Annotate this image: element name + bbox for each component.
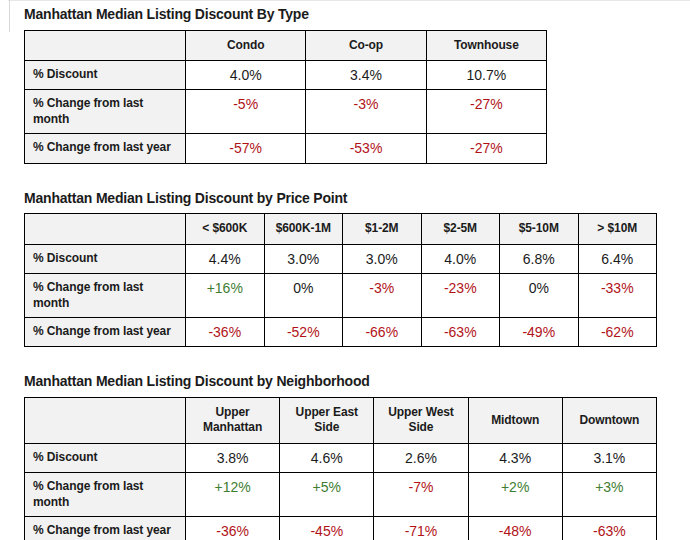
value-cell: -36% xyxy=(186,318,265,347)
value-cell: 3.0% xyxy=(264,244,343,273)
value-cell: 4.3% xyxy=(468,444,562,473)
corner-cell xyxy=(25,214,186,245)
column-header-600k-1m: $600K-1M xyxy=(264,214,343,245)
value-cell: 2.6% xyxy=(374,444,468,473)
row-label-change-year: % Change from last year xyxy=(25,517,186,540)
value-cell: -66% xyxy=(343,318,422,347)
table-by-type: Condo Co-op Townhouse % Discount 4.0% 3.… xyxy=(24,30,547,164)
value-cell: 6.8% xyxy=(500,244,579,273)
value-cell: 3.4% xyxy=(306,61,426,90)
row-label-change-month: % Change from last month xyxy=(25,473,186,517)
table-row-change-month: % Change from last month +16% 0% -3% -23… xyxy=(25,273,657,317)
header-row: < $600K $600K-1M $1-2M $2-5M $5-10M > $1… xyxy=(25,214,657,245)
row-label-discount: % Discount xyxy=(25,244,186,273)
value-cell: 10.7% xyxy=(426,61,546,90)
value-cell: -48% xyxy=(468,517,562,540)
value-cell: -62% xyxy=(578,318,657,347)
section-by-type: Manhattan Median Listing Discount By Typ… xyxy=(24,6,690,164)
report-page: Manhattan Median Listing Discount By Typ… xyxy=(0,0,690,540)
row-label-discount: % Discount xyxy=(25,61,186,90)
table-row-change-month: % Change from last month -5% -3% -27% xyxy=(25,90,547,134)
table-row-change-year: % Change from last year -57% -53% -27% xyxy=(25,134,547,163)
row-label-change-month: % Change from last month xyxy=(25,90,186,134)
value-cell: 4.0% xyxy=(421,244,500,273)
column-header-townhouse: Townhouse xyxy=(426,30,546,61)
column-header-2-5m: $2-5M xyxy=(421,214,500,245)
value-cell: 6.4% xyxy=(578,244,657,273)
value-cell: 3.0% xyxy=(343,244,422,273)
row-label-discount: % Discount xyxy=(25,444,186,473)
value-cell: -5% xyxy=(186,90,306,134)
column-header-condo: Condo xyxy=(186,30,306,61)
value-cell: +16% xyxy=(186,273,265,317)
value-cell: -7% xyxy=(374,473,468,517)
section-by-neighborhood: Manhattan Median Listing Discount by Nei… xyxy=(24,373,690,540)
table-row-discount: % Discount 4.0% 3.4% 10.7% xyxy=(25,61,547,90)
table-row-discount: % Discount 4.4% 3.0% 3.0% 4.0% 6.8% 6.4% xyxy=(25,244,657,273)
value-cell: -57% xyxy=(186,134,306,163)
row-label-change-month: % Change from last month xyxy=(25,273,186,317)
table-row-change-month: % Change from last month +12% +5% -7% +2… xyxy=(25,473,657,517)
value-cell: -49% xyxy=(500,318,579,347)
value-cell: 4.6% xyxy=(280,444,374,473)
value-cell: 3.8% xyxy=(186,444,280,473)
value-cell: +12% xyxy=(186,473,280,517)
table-row-change-year: % Change from last year -36% -52% -66% -… xyxy=(25,318,657,347)
column-header-midtown: Midtown xyxy=(468,397,562,443)
value-cell: -23% xyxy=(421,273,500,317)
column-header-1-2m: $1-2M xyxy=(343,214,422,245)
value-cell: 4.0% xyxy=(186,61,306,90)
value-cell: -71% xyxy=(374,517,468,540)
value-cell: -27% xyxy=(426,90,546,134)
value-cell: 3.1% xyxy=(562,444,656,473)
value-cell: -63% xyxy=(562,517,656,540)
row-label-change-year: % Change from last year xyxy=(25,318,186,347)
row-label-change-year: % Change from last year xyxy=(25,134,186,163)
value-cell: -36% xyxy=(186,517,280,540)
value-cell: -3% xyxy=(306,90,426,134)
column-header-coop: Co-op xyxy=(306,30,426,61)
column-header-5-10m: $5-10M xyxy=(500,214,579,245)
table-by-price-point: < $600K $600K-1M $1-2M $2-5M $5-10M > $1… xyxy=(24,213,657,347)
corner-cell xyxy=(25,30,186,61)
column-header-downtown: Downtown xyxy=(562,397,656,443)
column-header-under-600k: < $600K xyxy=(186,214,265,245)
table-row-change-year: % Change from last year -36% -45% -71% -… xyxy=(25,517,657,540)
table-title-by-price-point: Manhattan Median Listing Discount by Pri… xyxy=(24,190,690,208)
table-title-by-neighborhood: Manhattan Median Listing Discount by Nei… xyxy=(24,373,690,391)
value-cell: -33% xyxy=(578,273,657,317)
value-cell: 0% xyxy=(264,273,343,317)
value-cell: +5% xyxy=(280,473,374,517)
value-cell: -3% xyxy=(343,273,422,317)
value-cell: -45% xyxy=(280,517,374,540)
table-title-by-type: Manhattan Median Listing Discount By Typ… xyxy=(24,6,690,24)
section-by-price-point: Manhattan Median Listing Discount by Pri… xyxy=(24,190,690,348)
value-cell: -63% xyxy=(421,318,500,347)
value-cell: +3% xyxy=(562,473,656,517)
column-header-upper-west-side: Upper West Side xyxy=(374,397,468,443)
header-row: Upper Manhattan Upper East Side Upper We… xyxy=(25,397,657,443)
table-by-neighborhood: Upper Manhattan Upper East Side Upper We… xyxy=(24,397,657,540)
value-cell: -52% xyxy=(264,318,343,347)
value-cell: 0% xyxy=(500,273,579,317)
column-header-upper-east-side: Upper East Side xyxy=(280,397,374,443)
value-cell: +2% xyxy=(468,473,562,517)
header-row: Condo Co-op Townhouse xyxy=(25,30,547,61)
table-row-discount: % Discount 3.8% 4.6% 2.6% 4.3% 3.1% xyxy=(25,444,657,473)
column-header-upper-manhattan: Upper Manhattan xyxy=(186,397,280,443)
corner-cell xyxy=(25,397,186,443)
value-cell: -53% xyxy=(306,134,426,163)
value-cell: -27% xyxy=(426,134,546,163)
column-header-over-10m: > $10M xyxy=(578,214,657,245)
value-cell: 4.4% xyxy=(186,244,265,273)
